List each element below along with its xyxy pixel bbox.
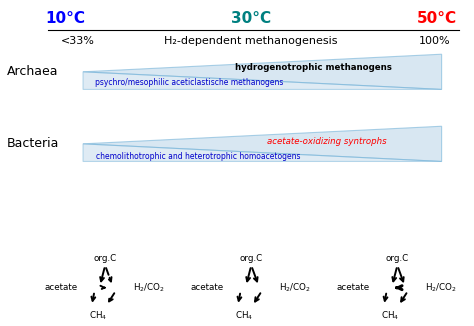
Text: CH$_4$: CH$_4$ [89,309,108,322]
Polygon shape [83,54,442,89]
Text: 30°C: 30°C [231,11,271,26]
Text: 100%: 100% [419,37,450,46]
Text: CH$_4$: CH$_4$ [235,309,254,322]
Text: Archaea: Archaea [7,65,59,78]
Text: org.C: org.C [386,254,409,263]
Text: org.C: org.C [240,254,263,263]
Text: Bacteria: Bacteria [6,137,59,150]
Text: acetate: acetate [45,283,78,292]
Text: hydrogenotrophic methanogens: hydrogenotrophic methanogens [235,63,392,71]
Text: acetate-oxidizing syntrophs: acetate-oxidizing syntrophs [267,137,386,146]
Text: H$_2$/CO$_2$: H$_2$/CO$_2$ [425,281,457,294]
Text: H₂-dependent methanogenesis: H₂-dependent methanogenesis [164,37,338,46]
Text: CH$_4$: CH$_4$ [382,309,400,322]
Polygon shape [83,72,442,89]
Text: chemolithotrophic and heterotrophic homoacetogens: chemolithotrophic and heterotrophic homo… [96,152,301,161]
Text: 50°C: 50°C [417,11,457,26]
Polygon shape [83,144,442,161]
Text: H$_2$/CO$_2$: H$_2$/CO$_2$ [279,281,311,294]
Text: org.C: org.C [93,254,117,263]
Text: acetate: acetate [191,283,224,292]
Text: acetate: acetate [337,283,370,292]
Text: H$_2$/CO$_2$: H$_2$/CO$_2$ [133,281,165,294]
Text: 10°C: 10°C [46,11,85,26]
Text: psychro/mesophilic aceticlastische methanogens: psychro/mesophilic aceticlastische metha… [95,78,283,87]
Text: <33%: <33% [61,37,95,46]
Polygon shape [83,126,442,161]
